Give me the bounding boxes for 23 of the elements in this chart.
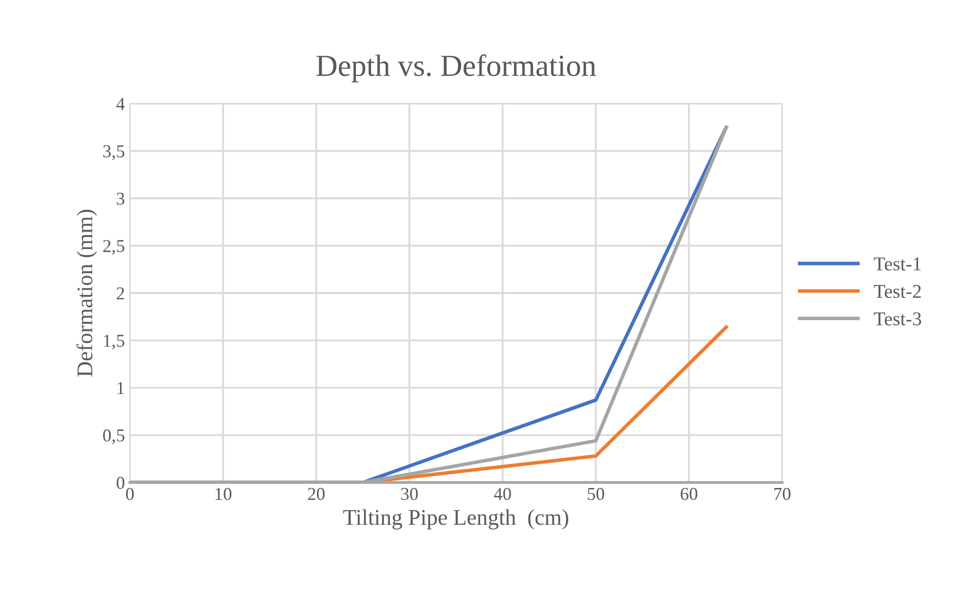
y-axis-title: Deformation (mm) bbox=[76, 210, 97, 377]
legend-label: Test-1 bbox=[874, 257, 921, 270]
y-tick-label: 1 bbox=[118, 382, 124, 394]
y-tick-label: 0,5 bbox=[103, 429, 124, 444]
legend-label: Test-3 bbox=[874, 312, 922, 326]
x-tick-label: 70 bbox=[774, 488, 790, 500]
x-tick-label: 20 bbox=[308, 488, 325, 500]
x-axis-title: Tilting Pipe Length (cm) bbox=[343, 509, 568, 530]
legend-label: Test-2 bbox=[874, 284, 921, 298]
y-tick-label: 0 bbox=[116, 476, 124, 489]
x-tick-label: 10 bbox=[216, 488, 232, 500]
y-tick-label: 2 bbox=[116, 287, 124, 300]
y-tick-label: 3,5 bbox=[103, 145, 124, 160]
y-tick-label: 2,5 bbox=[103, 240, 124, 255]
chart-title: Depth vs. Deformation bbox=[316, 54, 596, 82]
x-tick-label: 50 bbox=[588, 488, 604, 500]
x-tick-label: 30 bbox=[401, 488, 418, 500]
x-tick-label: 60 bbox=[680, 488, 698, 500]
x-tick-label: 0 bbox=[126, 488, 134, 500]
x-tick-label: 40 bbox=[494, 488, 511, 500]
y-tick-label: 4 bbox=[116, 98, 125, 110]
y-tick-label: 1,5 bbox=[104, 334, 124, 350]
y-tick-label: 3 bbox=[116, 192, 124, 205]
